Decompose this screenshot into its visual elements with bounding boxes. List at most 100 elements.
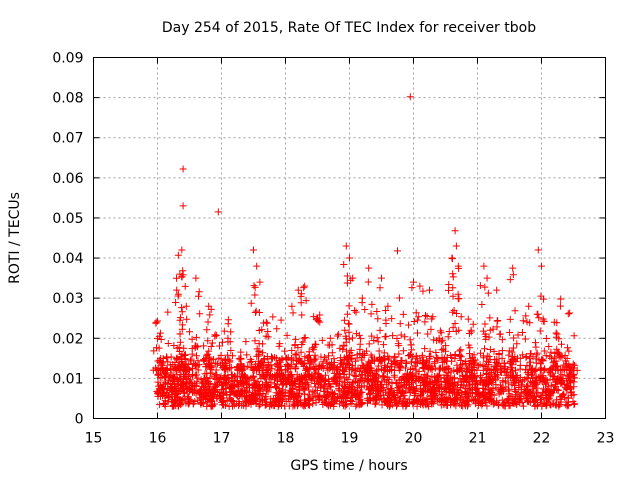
data-point [531, 402, 539, 410]
data-point [262, 401, 270, 409]
data-point [411, 397, 419, 405]
data-point [382, 307, 390, 315]
data-point [424, 364, 432, 372]
data-point [300, 385, 308, 393]
data-point [533, 351, 541, 359]
data-point [370, 336, 378, 344]
data-point [419, 374, 427, 382]
data-point [178, 246, 186, 254]
data-point [499, 378, 507, 386]
data-point [406, 336, 414, 344]
data-point [491, 372, 499, 380]
data-point [485, 361, 493, 369]
data-point [427, 398, 435, 406]
data-point [277, 363, 285, 371]
data-point [493, 286, 501, 294]
data-point [372, 399, 380, 407]
data-point [186, 383, 194, 391]
data-point [250, 391, 258, 399]
data-point [376, 284, 384, 292]
data-point [340, 261, 348, 269]
data-point [246, 358, 254, 366]
data-point [451, 227, 459, 235]
data-point [432, 388, 440, 396]
data-point [499, 401, 507, 409]
data-point [374, 384, 382, 392]
data-point [177, 353, 185, 361]
data-point [220, 356, 228, 364]
data-point [289, 309, 297, 317]
data-point [223, 375, 231, 383]
data-point [395, 350, 403, 358]
data-point [438, 346, 446, 354]
data-point [179, 165, 187, 173]
data-point [423, 312, 431, 320]
data-point [348, 390, 356, 398]
data-point [214, 360, 222, 368]
data-point [481, 345, 489, 353]
data-point [527, 350, 535, 358]
data-point [402, 402, 410, 410]
data-point [393, 334, 401, 342]
data-point [540, 385, 548, 393]
data-point [187, 355, 195, 363]
data-point [268, 365, 276, 373]
data-point [502, 369, 510, 377]
data-point [458, 381, 466, 389]
data-point [287, 364, 295, 372]
data-point [276, 390, 284, 398]
data-point [367, 359, 375, 367]
data-point [506, 276, 514, 284]
data-point [346, 381, 354, 389]
data-point [421, 377, 429, 385]
data-point [242, 338, 250, 346]
data-point [389, 391, 397, 399]
data-point [382, 319, 390, 327]
y-tick-label: 0.06 [52, 171, 83, 187]
data-point [532, 366, 540, 374]
data-point [497, 385, 505, 393]
data-point [204, 380, 212, 388]
data-point [543, 377, 551, 385]
data-point [557, 295, 565, 303]
data-point [464, 315, 472, 323]
data-point [522, 312, 530, 320]
data-point [403, 370, 411, 378]
data-point [509, 264, 517, 272]
data-point [404, 352, 412, 360]
data-point [179, 384, 187, 392]
data-point [488, 389, 496, 397]
data-point [283, 331, 291, 339]
data-point [250, 246, 257, 254]
data-point [272, 389, 280, 397]
data-point [273, 395, 281, 403]
data-point [515, 384, 523, 392]
data-point [345, 335, 353, 343]
data-point [181, 351, 189, 359]
data-point [342, 242, 350, 250]
data-point [252, 307, 260, 315]
data-point [352, 402, 360, 410]
data-point [328, 349, 336, 357]
data-point [514, 354, 522, 362]
data-point [402, 374, 410, 382]
data-point [456, 400, 464, 408]
data-point [250, 282, 258, 290]
data-point [157, 336, 165, 344]
data-point [566, 309, 574, 317]
data-point [298, 375, 306, 383]
data-point [451, 320, 459, 328]
data-point [483, 402, 491, 410]
data-point [301, 384, 309, 392]
data-point [496, 330, 504, 338]
data-point [368, 300, 376, 308]
data-point [289, 356, 297, 364]
data-point [419, 287, 427, 295]
data-point [506, 315, 514, 323]
data-point [421, 384, 429, 392]
data-point [531, 339, 539, 347]
data-point [450, 381, 458, 389]
data-point [452, 402, 460, 410]
data-point [556, 393, 564, 401]
data-point [255, 348, 263, 356]
